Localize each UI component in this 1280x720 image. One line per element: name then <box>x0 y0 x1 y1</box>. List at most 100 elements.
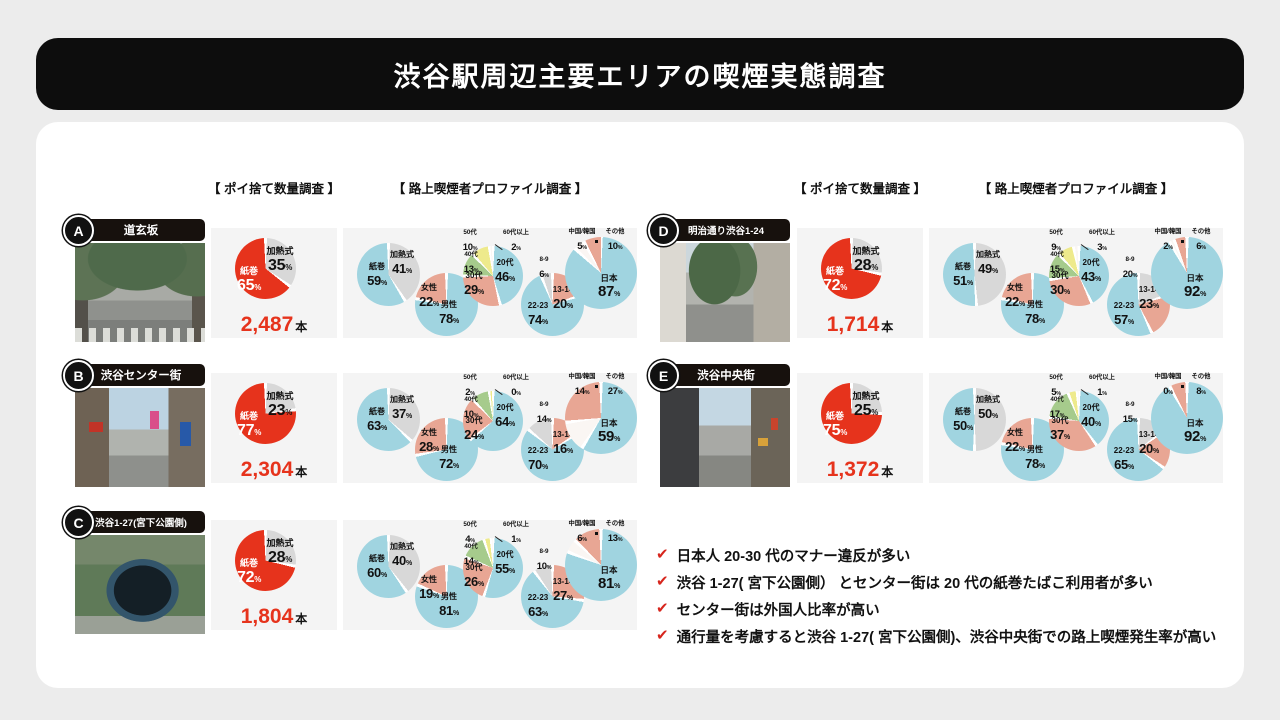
slice-pct: 3 <box>1097 241 1103 253</box>
slice-pct: 81 <box>439 602 453 618</box>
nat-pie-chart <box>1151 382 1223 454</box>
slice-name: 紙巻 <box>369 262 385 271</box>
slice-pct: 30 <box>1050 281 1064 297</box>
slice-pct: 5 <box>577 240 583 252</box>
slice-pct: 57 <box>1114 311 1128 327</box>
slice-value: 13% <box>607 532 623 544</box>
slice-value: 19% <box>419 585 439 601</box>
slice-value: 65% <box>236 276 262 294</box>
slice-name: 中国/韓国 <box>1154 373 1182 380</box>
pie-label-paper: 紙巻 60% <box>358 554 396 581</box>
slice-name: 紙巻 <box>369 554 385 563</box>
slice-name: 30代 <box>1051 416 1069 425</box>
slice-name: 60代以上 <box>503 374 529 381</box>
slice-pct: 65 <box>236 276 255 294</box>
slice-name: 8-9 <box>539 256 549 263</box>
area-badge-B: B <box>63 360 94 391</box>
slice-name: 加熱式 <box>266 538 294 548</box>
slice-pct: 10 <box>463 408 474 420</box>
slice-name: 加熱式 <box>390 542 414 551</box>
slice-name: 女性 <box>1007 428 1023 437</box>
slice-value: 8% <box>1196 385 1206 397</box>
slice-value: 40% <box>392 552 412 568</box>
slice-pct: 60 <box>367 564 381 580</box>
slice-pct: 14 <box>463 555 474 567</box>
slice-name: 日本 <box>1186 418 1204 428</box>
slice-value: 22% <box>419 293 439 309</box>
slice-name: 日本 <box>600 565 618 575</box>
age-pie-chart <box>463 538 523 598</box>
pie-label-t1314: 13-14 23% <box>1131 285 1167 312</box>
area-photo-C <box>75 535 205 634</box>
area-name-bar: 明治通り渋谷1-24 <box>662 219 790 241</box>
slice-pct: 78 <box>439 310 453 326</box>
pie-label-a60: 60代以上 1% <box>1081 374 1123 399</box>
slice-value: 0% <box>1163 385 1173 397</box>
pie-label-other: その他 27% <box>600 373 630 398</box>
pie-label-other: その他 6% <box>1186 228 1216 253</box>
slice-name: 女性 <box>421 283 437 292</box>
litter-count: 2,487 本 <box>211 313 337 337</box>
slice-name: 30代 <box>465 271 483 280</box>
slice-pct: 59 <box>597 428 615 446</box>
slice-value: 57% <box>1114 311 1134 327</box>
area-photo-A <box>75 243 205 342</box>
slice-name: 中国/韓国 <box>1154 228 1182 235</box>
pie-label-heated: 加熱式 41% <box>382 250 422 277</box>
slice-value: 14% <box>574 385 590 397</box>
pie-label-a60: 60代以上 0% <box>495 374 537 399</box>
nat-leader-dot <box>1181 240 1184 243</box>
slice-name: 13-14 <box>1138 285 1160 294</box>
area-name-bar: 渋谷1-27(宮下公園側) <box>77 511 205 533</box>
slice-name: その他 <box>605 228 625 235</box>
litter-count-number: 2,304 <box>240 458 294 481</box>
type-pie-chart <box>357 535 420 598</box>
pie-label-heated: 加熱式 35% <box>257 246 303 274</box>
pie-label-japan: 日本 92% <box>1175 418 1215 445</box>
slice-value: 6% <box>539 268 549 280</box>
slice-value: 30% <box>1050 281 1070 297</box>
slice-value: 10% <box>607 240 623 252</box>
slice-name: 8-9 <box>539 401 549 408</box>
area-badge-C: C <box>63 507 94 538</box>
slice-pct: 78 <box>1025 310 1039 326</box>
slice-value: 28% <box>853 256 879 274</box>
slice-name: 22-23 <box>527 446 549 455</box>
slice-value: 92% <box>1183 283 1207 301</box>
slice-value: 24% <box>464 426 484 442</box>
slice-value: 40% <box>1081 413 1101 429</box>
slice-name: 13-14 <box>552 577 574 586</box>
check-icon: ✔ <box>656 546 669 563</box>
area-name: 道玄坂 <box>123 225 159 237</box>
title-bar: 渋谷駅周辺主要エリアの喫煙実態調査 <box>36 38 1244 110</box>
area-name-bar: 渋谷中央街 <box>662 364 790 386</box>
slice-pct: 37 <box>1050 426 1064 442</box>
pie-label-a40: 40代 10% <box>456 396 486 421</box>
slice-pct: 40 <box>392 552 406 568</box>
slice-pct: 59 <box>367 272 381 288</box>
pie-label-t1314: 13-14 16% <box>545 430 581 457</box>
pie-label-heated: 加熱式 23% <box>257 391 303 419</box>
slice-pct: 0 <box>511 386 517 398</box>
nat-pie-chart <box>565 237 637 309</box>
slice-value: 28% <box>419 438 439 454</box>
slice-pct: 19 <box>419 585 433 601</box>
pie-label-t89: 8-9 20% <box>1115 256 1145 281</box>
slice-name: 女性 <box>421 428 437 437</box>
slice-value: 15% <box>1049 263 1065 275</box>
slice-pct: 14 <box>574 385 585 397</box>
pie-label-a20: 20代 40% <box>1073 403 1109 430</box>
litter-pie-chart <box>821 383 882 444</box>
slice-pct: 74 <box>528 311 542 327</box>
slice-name: 20代 <box>496 258 514 267</box>
pie-label-female: 女性 22% <box>997 283 1033 310</box>
slice-name: その他 <box>605 520 625 527</box>
pie-label-a40: 40代 17% <box>1042 396 1072 421</box>
pie-label-japan: 日本 92% <box>1175 273 1215 301</box>
slice-value: 28% <box>267 548 293 566</box>
slice-name: 紙巻 <box>955 407 971 416</box>
slice-name: 加熱式 <box>266 391 294 401</box>
slice-name: 50代 <box>1049 229 1063 236</box>
pie-label-heated: 加熱式 25% <box>843 391 889 419</box>
slice-pct: 6 <box>539 268 545 280</box>
